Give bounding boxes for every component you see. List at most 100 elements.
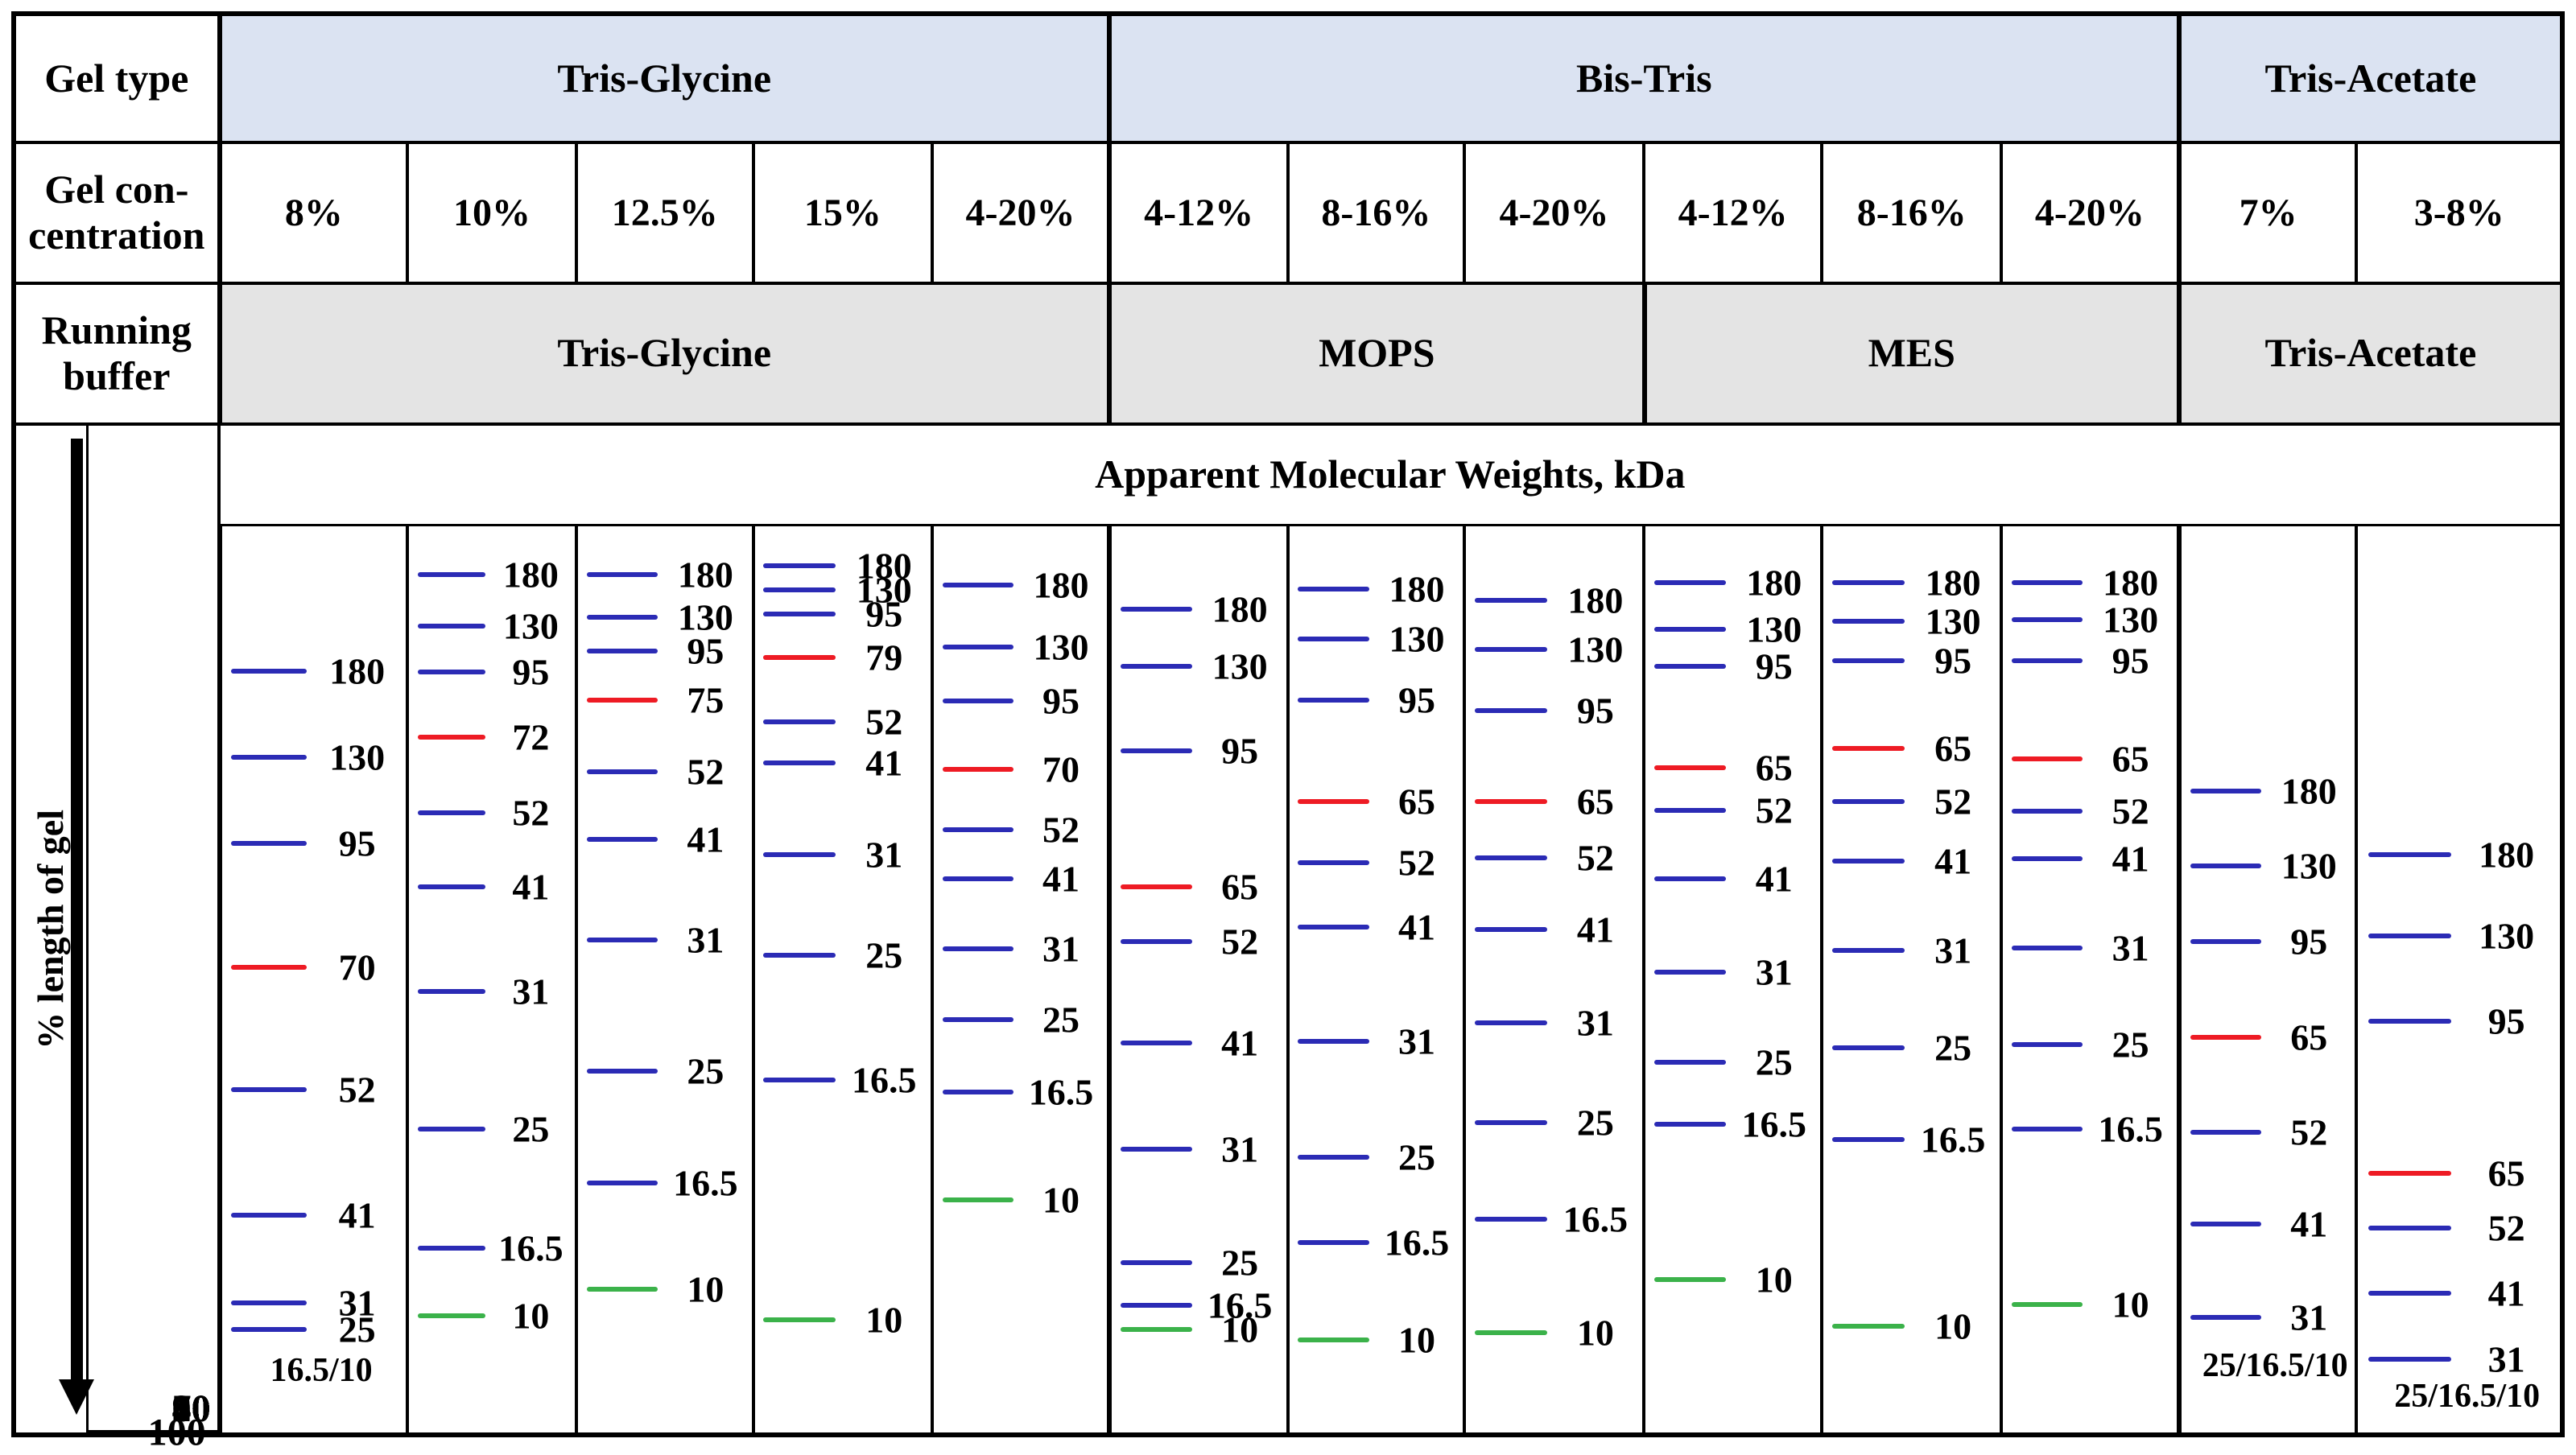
band-line-130kda <box>231 755 307 760</box>
band-line-180kda <box>587 572 658 577</box>
lane-footnote-11: 25/16.5/10 <box>2195 1346 2355 1385</box>
band-line-95kda <box>587 649 658 653</box>
band-label-130kda: 130 <box>1194 645 1286 687</box>
band-label-130kda: 130 <box>2263 845 2355 888</box>
band-label-180kda: 180 <box>308 650 406 693</box>
band-line-41kda <box>231 1213 307 1218</box>
band-label-95kda: 95 <box>1906 639 2000 682</box>
band-line-41kda <box>1121 1041 1192 1045</box>
band-label-180kda: 180 <box>1728 561 1820 604</box>
band-line-25kda <box>763 953 836 958</box>
band-line-52kda <box>1298 860 1368 865</box>
band-line-16.5kda <box>943 1090 1013 1094</box>
band-label-180kda: 180 <box>2263 769 2355 812</box>
band-line-31kda <box>2190 1315 2261 1320</box>
band-label-180kda: 180 <box>1015 564 1107 607</box>
band-line-25kda <box>418 1127 485 1131</box>
band-label-65kda: 65 <box>2263 1016 2355 1059</box>
gel-concentration-cell-12: 3-8% <box>2355 141 2560 281</box>
band-label-31kda: 31 <box>1015 927 1107 970</box>
band-label-65kda: 65 <box>1371 781 1463 823</box>
band-line-95kda <box>1121 748 1192 753</box>
band-line-72kda <box>418 735 485 740</box>
band-label-10kda: 10 <box>487 1294 575 1337</box>
band-label-16.5kda: 16.5 <box>1728 1103 1820 1146</box>
band-label-10kda: 10 <box>1015 1178 1107 1221</box>
gel-type-row-label: Gel type <box>16 16 217 141</box>
band-label-130kda: 130 <box>2084 599 2176 641</box>
band-label-95kda: 95 <box>1371 679 1463 722</box>
band-line-16.5kda <box>1121 1303 1192 1308</box>
band-line-16.5kda <box>587 1181 658 1185</box>
band-line-130kda <box>1475 647 1547 652</box>
band-line-10kda <box>587 1287 658 1292</box>
band-line-52kda <box>587 769 658 774</box>
band-label-95kda: 95 <box>1728 645 1820 687</box>
running-buffer-header-tris-acetate: Tris-Acetate <box>2177 282 2560 422</box>
band-line-79kda <box>763 655 836 660</box>
band-label-10kda: 10 <box>1371 1319 1463 1362</box>
band-label-180kda: 180 <box>659 553 751 596</box>
band-line-52kda <box>1121 939 1192 944</box>
band-line-10kda <box>763 1317 836 1322</box>
band-line-180kda <box>1475 598 1547 603</box>
band-label-10kda: 10 <box>1194 1308 1286 1350</box>
band-label-95kda: 95 <box>308 822 406 865</box>
band-line-25kda <box>231 1327 307 1332</box>
band-line-65kda <box>2012 756 2083 761</box>
band-label-10kda: 10 <box>1549 1312 1642 1354</box>
axis-divider-line <box>86 426 89 1432</box>
band-label-31kda: 31 <box>837 833 931 876</box>
gel-concentration-cell-8: 4-12% <box>1642 141 1821 281</box>
gel-concentration-cell-10: 4-20% <box>2000 141 2177 281</box>
band-line-180kda <box>1654 580 1726 585</box>
band-line-52kda <box>2368 1226 2451 1230</box>
band-label-31kda: 31 <box>2453 1338 2560 1380</box>
arrow-head-icon <box>59 1379 94 1415</box>
band-label-41kda: 41 <box>1549 909 1642 951</box>
band-line-41kda <box>1475 927 1547 932</box>
band-line-180kda <box>418 572 485 577</box>
band-label-72kda: 72 <box>487 716 575 759</box>
axis-title-text: % length of gel <box>29 810 72 1049</box>
band-label-31kda: 31 <box>659 918 751 961</box>
band-label-25kda: 25 <box>487 1107 575 1150</box>
band-line-25kda <box>1832 1045 1905 1050</box>
band-label-65kda: 65 <box>2453 1152 2560 1194</box>
band-label-41kda: 41 <box>659 818 751 860</box>
band-line-41kda <box>2012 856 2083 861</box>
band-label-52kda: 52 <box>2453 1206 2560 1249</box>
gel-concentration-cell-11: 7% <box>2177 141 2355 281</box>
gel-concentration-cell-9: 8-16% <box>1820 141 2000 281</box>
band-line-10kda <box>1475 1330 1547 1335</box>
band-label-52kda: 52 <box>1371 841 1463 884</box>
band-line-130kda <box>763 587 836 592</box>
band-line-180kda <box>1121 607 1192 612</box>
band-line-52kda <box>1475 855 1547 860</box>
band-line-10kda <box>1298 1338 1368 1342</box>
gel-concentration-cell-7: 4-20% <box>1463 141 1642 281</box>
band-line-180kda <box>763 563 836 568</box>
band-line-31kda <box>2012 946 2083 950</box>
band-label-41kda: 41 <box>308 1193 406 1236</box>
band-label-180kda: 180 <box>1906 561 2000 604</box>
band-label-65kda: 65 <box>2084 738 2176 781</box>
band-label-52kda: 52 <box>1015 809 1107 851</box>
band-line-41kda <box>1298 925 1368 929</box>
band-line-10kda <box>1654 1277 1726 1282</box>
band-line-95kda <box>1298 698 1368 703</box>
band-line-65kda <box>1475 799 1547 804</box>
band-line-180kda <box>1832 580 1905 585</box>
arrow-shaft <box>71 439 83 1383</box>
band-line-41kda <box>1654 876 1726 881</box>
band-line-41kda <box>1832 859 1905 864</box>
band-line-25kda <box>2012 1042 2083 1047</box>
band-line-52kda <box>1832 799 1905 804</box>
band-label-130kda: 130 <box>1906 600 2000 643</box>
running-buffer-header-mops: MOPS <box>1107 282 1642 422</box>
